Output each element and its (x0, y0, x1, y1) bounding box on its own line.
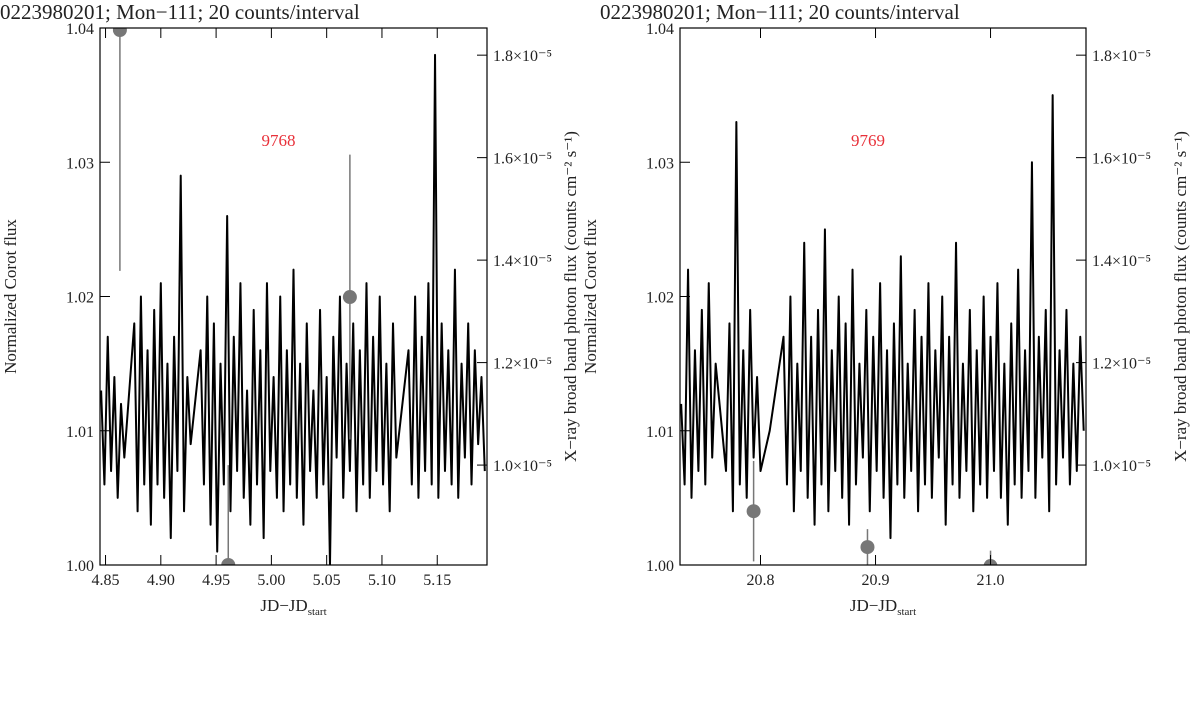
y-tick-label: 1.04 (66, 21, 94, 38)
annotation: 9768 (262, 131, 296, 150)
x-tick-label: 5.05 (313, 572, 341, 589)
x-axis-label-sub: start (897, 606, 916, 618)
y2-tick-label: 1.6×10⁻⁵ (1092, 151, 1151, 168)
x-tick-label: 21.0 (977, 572, 1005, 589)
chart-title: 0223980201; Mon−111; 20 counts/interval (0, 0, 360, 24)
y2-tick-label: 1.8×10⁻⁵ (1092, 48, 1151, 65)
xray-point (746, 504, 761, 519)
annotation: 9769 (851, 131, 885, 150)
y2-axis-label: X−ray broad band photon flux (counts cm⁻… (561, 131, 580, 462)
x-axis-label-main: JD−JD (260, 596, 307, 615)
flux-line (680, 94, 1085, 540)
y2-tick-label: 1.4×10⁻⁵ (1092, 253, 1151, 270)
panel: 0223980201; Mon−111; 20 counts/interval 4… (0, 0, 580, 618)
y-tick-label: 1.01 (66, 424, 94, 441)
xray-point (342, 290, 357, 305)
plot-area (680, 94, 1085, 565)
x-tick-label: 4.90 (147, 572, 175, 589)
y2-tick-label: 1.2×10⁻⁵ (493, 356, 552, 373)
x-tick-label: 5.10 (368, 572, 396, 589)
x-axis-label-main: JD−JD (850, 596, 897, 615)
y2-tick-label: 1.4×10⁻⁵ (493, 253, 552, 270)
y-axis-label: Normalized Corot flux (1, 219, 20, 374)
panel: 0223980201; Mon−111; 20 counts/interval 2… (581, 0, 1190, 618)
x-tick-label: 20.9 (862, 572, 890, 589)
plot-area (100, 28, 486, 565)
xray-point (112, 28, 127, 38)
x-tick-label: 4.85 (92, 572, 120, 589)
y2-tick-label: 1.8×10⁻⁵ (493, 48, 552, 65)
x-tick-label: 20.8 (747, 572, 775, 589)
y2-tick-label: 1.0×10⁻⁵ (1092, 458, 1151, 475)
y2-axis-label: X−ray broad band photon flux (counts cm⁻… (1171, 131, 1190, 462)
y-tick-label: 1.03 (66, 155, 94, 172)
y-tick-label: 1.00 (66, 558, 94, 575)
flux-line (100, 53, 486, 565)
y-tick-label: 1.02 (66, 290, 94, 307)
x-axis-label: JD−JDstart (260, 596, 326, 618)
y2-tick-label: 1.6×10⁻⁵ (493, 151, 552, 168)
chart-title: 0223980201; Mon−111; 20 counts/interval (600, 0, 960, 24)
xray-point (221, 558, 236, 565)
x-tick-label: 5.00 (257, 572, 285, 589)
y-tick-label: 1.03 (646, 155, 674, 172)
x-tick-label: 5.15 (423, 572, 451, 589)
x-tick-label: 4.95 (202, 572, 230, 589)
y-tick-label: 1.01 (646, 424, 674, 441)
y-tick-label: 1.00 (646, 558, 674, 575)
y-axis-label: Normalized Corot flux (581, 219, 600, 374)
y-tick-label: 1.04 (646, 21, 674, 38)
y2-tick-label: 1.0×10⁻⁵ (493, 458, 552, 475)
xray-point (860, 540, 875, 555)
y-tick-label: 1.02 (646, 290, 674, 307)
x-axis-label-sub: start (308, 606, 327, 618)
x-axis-label: JD−JDstart (850, 596, 916, 618)
y2-tick-label: 1.2×10⁻⁵ (1092, 356, 1151, 373)
